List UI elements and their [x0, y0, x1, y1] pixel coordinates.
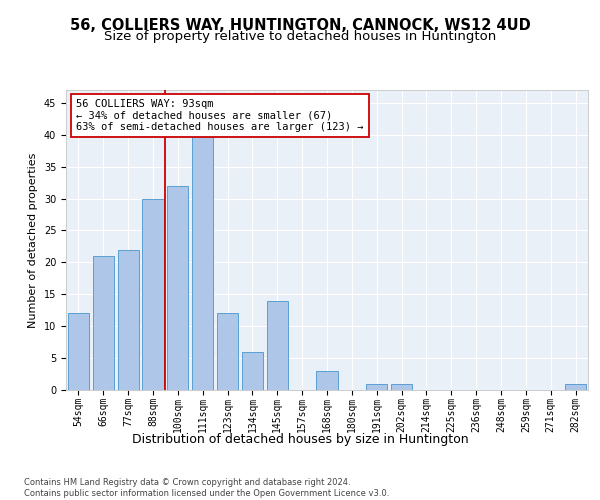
Bar: [167, 186, 188, 390]
Text: Size of property relative to detached houses in Huntington: Size of property relative to detached ho…: [104, 30, 496, 43]
Y-axis label: Number of detached properties: Number of detached properties: [28, 152, 38, 328]
Bar: [93, 256, 114, 390]
Bar: [267, 300, 288, 390]
Text: 56, COLLIERS WAY, HUNTINGTON, CANNOCK, WS12 4UD: 56, COLLIERS WAY, HUNTINGTON, CANNOCK, W…: [70, 18, 530, 32]
Bar: [242, 352, 263, 390]
Bar: [366, 384, 387, 390]
Bar: [565, 384, 586, 390]
Bar: [192, 128, 213, 390]
Bar: [316, 371, 338, 390]
Bar: [391, 384, 412, 390]
Bar: [217, 314, 238, 390]
Text: Distribution of detached houses by size in Huntington: Distribution of detached houses by size …: [131, 432, 469, 446]
Text: Contains HM Land Registry data © Crown copyright and database right 2024.
Contai: Contains HM Land Registry data © Crown c…: [24, 478, 389, 498]
Bar: [118, 250, 139, 390]
Text: 56 COLLIERS WAY: 93sqm
← 34% of detached houses are smaller (67)
63% of semi-det: 56 COLLIERS WAY: 93sqm ← 34% of detached…: [76, 99, 364, 132]
Bar: [142, 198, 164, 390]
Bar: [68, 314, 89, 390]
